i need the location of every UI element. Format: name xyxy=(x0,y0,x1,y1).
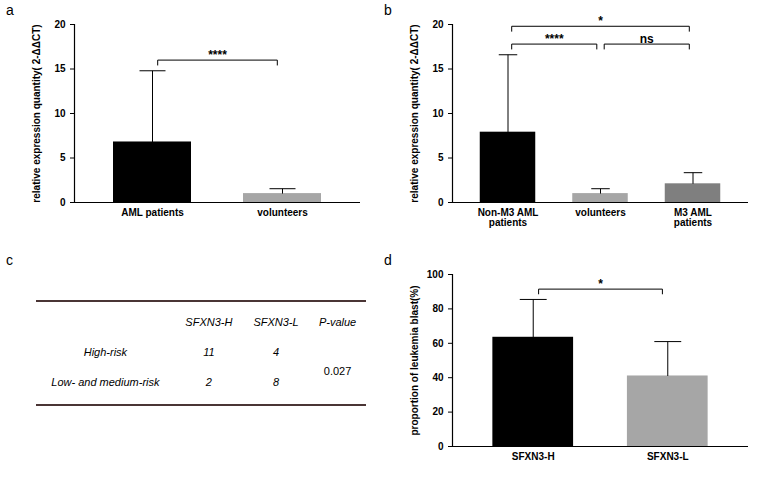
svg-text:SFXN3-H: SFXN3-H xyxy=(512,451,555,462)
svg-text:10: 10 xyxy=(432,108,444,119)
svg-text:****: **** xyxy=(208,48,227,62)
html-text:2: 2 xyxy=(205,376,212,388)
html-text:High-risk: High-risk xyxy=(83,346,128,358)
svg-text:****: **** xyxy=(545,32,564,46)
svg-text:relative expression quantity(: relative expression quantity( 2-ΔΔCT) xyxy=(409,24,420,202)
svg-text:20: 20 xyxy=(432,406,444,417)
html-text:0.027: 0.027 xyxy=(323,364,352,377)
html-text:SFXN3-H: SFXN3-H xyxy=(185,316,233,328)
svg-text:relative expression quantity(: relative expression quantity( 2-ΔΔCT) xyxy=(31,24,42,202)
html-text:c: c xyxy=(6,252,13,268)
html-text:4: 4 xyxy=(273,346,280,358)
html-text:d: d xyxy=(384,252,392,268)
svg-text:5: 5 xyxy=(438,152,444,163)
svg-text:ns: ns xyxy=(640,32,654,46)
svg-text:20: 20 xyxy=(54,19,66,30)
svg-text:15: 15 xyxy=(432,63,444,74)
svg-text:10: 10 xyxy=(54,108,66,119)
html-text:Low- and medium-risk: Low- and medium-risk xyxy=(51,376,160,388)
html-text:11: 11 xyxy=(203,346,215,358)
svg-text:*: * xyxy=(598,277,603,291)
svg-text:volunteers: volunteers xyxy=(575,207,626,218)
svg-text:M3 AMLpatients: M3 AMLpatients xyxy=(674,207,713,228)
html-text:P-value: P-value xyxy=(318,316,357,328)
svg-text:60: 60 xyxy=(432,338,444,349)
svg-text:0: 0 xyxy=(438,441,444,452)
svg-text:*: * xyxy=(598,14,603,28)
svg-text:0: 0 xyxy=(438,197,444,208)
svg-text:40: 40 xyxy=(432,372,444,383)
svg-text:proportion of leukemia blast(%: proportion of leukemia blast(%) xyxy=(409,285,420,435)
html-text:b: b xyxy=(384,2,392,18)
svg-text:0: 0 xyxy=(60,197,66,208)
html-text:8: 8 xyxy=(273,376,280,388)
svg-text:SFXN3-L: SFXN3-L xyxy=(647,451,689,462)
svg-text:AML patients: AML patients xyxy=(121,207,184,218)
html-text:SFXN3-L: SFXN3-L xyxy=(253,316,299,328)
html-text:a: a xyxy=(6,2,14,18)
svg-text:15: 15 xyxy=(54,63,66,74)
svg-text:5: 5 xyxy=(60,152,66,163)
svg-text:100: 100 xyxy=(427,269,444,280)
svg-text:Non-M3 AMLpatients: Non-M3 AMLpatients xyxy=(478,207,539,228)
svg-text:20: 20 xyxy=(432,19,444,30)
svg-text:80: 80 xyxy=(432,303,444,314)
svg-text:volunteers: volunteers xyxy=(257,207,308,218)
